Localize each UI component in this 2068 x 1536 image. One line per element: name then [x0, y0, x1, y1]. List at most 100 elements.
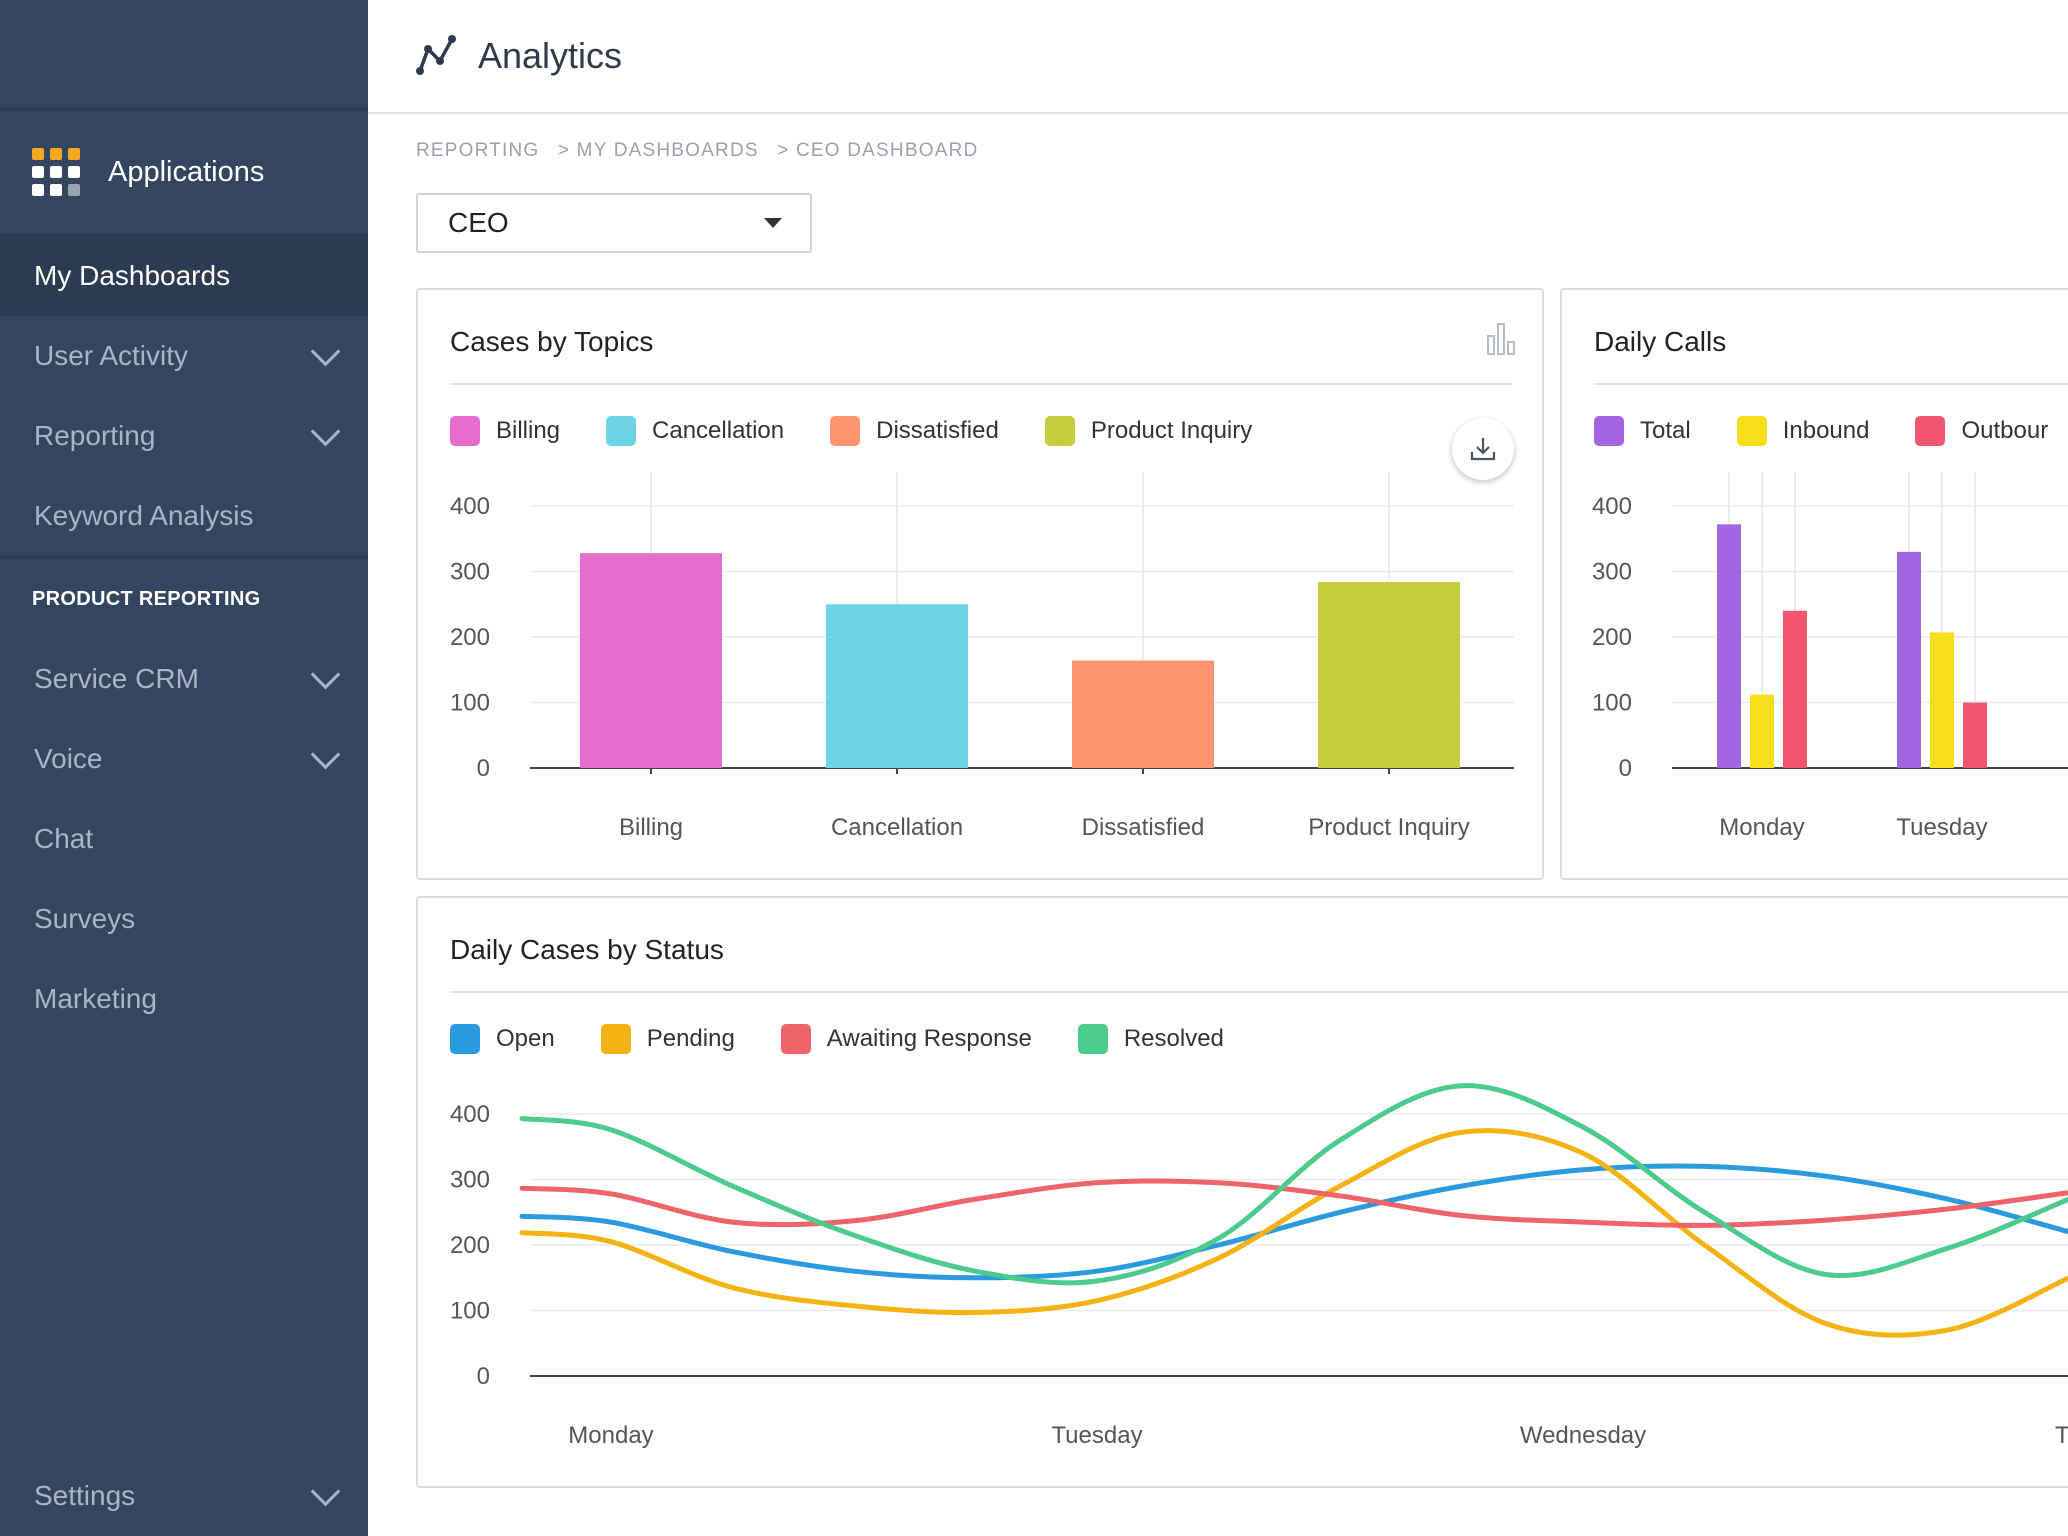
sidebar-item-chat[interactable]: Chat — [0, 799, 368, 879]
apps-grid-dot — [50, 148, 62, 160]
sidebar-settings-wrapper: Settings — [0, 1456, 368, 1536]
card-title: Cases by Topics — [450, 326, 654, 357]
legend-item-pending[interactable]: Pending — [600, 1024, 735, 1054]
legend-swatch — [606, 416, 637, 446]
analytics-logo-icon — [416, 35, 456, 75]
applications-label: Applications — [108, 155, 265, 188]
bar-total-monday[interactable] — [1717, 524, 1741, 768]
y-tick-label: 0 — [1619, 755, 1632, 782]
sidebar-item-service-crm[interactable]: Service CRM — [0, 639, 368, 719]
sidebar-item-user-activity[interactable]: User Activity — [0, 316, 368, 396]
app-header: Analytics — [368, 0, 2068, 114]
bar-outbound-monday[interactable] — [1783, 610, 1807, 768]
legend-label: Total — [1640, 417, 1691, 444]
card-divider — [450, 991, 2068, 993]
sidebar-item-settings[interactable]: Settings — [0, 1456, 368, 1536]
legend-item-total[interactable]: Total — [1594, 416, 1691, 446]
bar-dissatisfied[interactable] — [1072, 660, 1214, 768]
bar-cancellation[interactable] — [826, 604, 968, 768]
card-title: Daily Cases by Status — [450, 934, 724, 965]
legend-swatch — [450, 416, 480, 446]
legend-label: Open — [496, 1025, 555, 1052]
legend-swatch — [1736, 416, 1767, 446]
sidebar-item-label: Reporting — [34, 420, 156, 451]
apps-grid-dot — [50, 166, 62, 178]
series-line-resolved[interactable] — [519, 1083, 2068, 1286]
legend-item-product-inquiry[interactable]: Product Inquiry — [1044, 416, 1252, 446]
bar-product-inquiry[interactable] — [1318, 581, 1460, 768]
cases-by-topics-chart: 0 100 200 300 400 Billing Cancellation Dissatis… — [450, 472, 1514, 841]
bar-chart-icon[interactable] — [1486, 322, 1516, 356]
sidebar-item-my-dashboards[interactable]: My Dashboards — [0, 236, 368, 316]
sidebar-item-reporting[interactable]: Reporting — [0, 396, 368, 476]
sidebar-item-label: User Activity — [34, 340, 189, 371]
sidebar-item-marketing[interactable]: Marketing — [0, 959, 368, 1039]
y-tick-label: 200 — [450, 624, 490, 651]
sidebar: Applications My Dashboards User Activity R… — [0, 0, 368, 1536]
series-line-pending[interactable] — [519, 1128, 2068, 1338]
daily-cases-by-status-chart: 0 100 200 300 400 Monday Tuesday Wednesday Th — [450, 1083, 2068, 1449]
legend-item-open[interactable]: Open — [450, 1024, 555, 1054]
download-button[interactable] — [1452, 418, 1514, 480]
page-title: Analytics — [478, 35, 623, 76]
y-tick-label: 400 — [450, 493, 490, 520]
card-title: Daily Calls — [1594, 326, 1727, 357]
legend-item-inbound[interactable]: Inbound — [1736, 416, 1870, 446]
x-tick-label: Product Inquiry — [1308, 814, 1469, 841]
x-tick-label: Dissatisfied — [1082, 814, 1205, 841]
bar-total-tuesday[interactable] — [1897, 551, 1921, 768]
x-tick-label: Wednesday — [1520, 1422, 1646, 1449]
legend-item-awaiting-response[interactable]: Awaiting Response — [780, 1024, 1032, 1054]
legend-label: Resolved — [1123, 1025, 1224, 1052]
apps-grid-icon — [32, 148, 80, 196]
sidebar-item-keyword-analysis[interactable]: Keyword Analysis — [0, 476, 368, 556]
cases-by-topics-card: Cases by Topics Billing Cancellation Dissa… — [416, 288, 1544, 880]
legend-swatch — [450, 1024, 480, 1054]
series-line-open[interactable] — [519, 1163, 2068, 1281]
legend-item-dissatisfied[interactable]: Dissatisfied — [830, 416, 999, 446]
y-tick-label: 200 — [1592, 624, 1632, 651]
x-tick-label: Tuesday — [1896, 814, 1987, 841]
breadcrumb-ceo-dashboard: > CEO DASHBOARD — [777, 140, 979, 161]
apps-grid-dot — [32, 184, 44, 196]
apps-grid-dot — [32, 148, 44, 160]
dashboard-select[interactable]: CEO — [416, 193, 812, 253]
y-tick-label: 100 — [450, 1298, 490, 1325]
apps-grid-dot — [50, 184, 62, 196]
sidebar-item-label: Surveys — [34, 903, 136, 934]
x-tick-label: Billing — [619, 814, 683, 841]
applications-menu[interactable]: Applications — [0, 111, 368, 236]
chart-legend: Total Inbound Outbour — [1594, 416, 2068, 446]
bar-inbound-monday[interactable] — [1750, 694, 1774, 768]
breadcrumb: REPORTING > MY DASHBOARDS > CEO DASHBOAR… — [416, 140, 990, 162]
series-line-awaiting-response[interactable] — [519, 1178, 2068, 1228]
bar-inbound-tuesday[interactable] — [1930, 632, 1954, 768]
sidebar-item-voice[interactable]: Voice — [0, 719, 368, 799]
x-tick-label: Monday — [568, 1422, 653, 1449]
daily-calls-chart: 0 100 200 300 400 Monday Tuesday — [1592, 472, 2068, 841]
breadcrumb-reporting[interactable]: REPORTING — [416, 140, 540, 161]
bar-outbound-tuesday[interactable] — [1963, 702, 1987, 769]
chevron-down-icon — [310, 659, 341, 689]
legend-item-cancellation[interactable]: Cancellation — [606, 416, 784, 446]
bar-billing[interactable] — [580, 553, 722, 768]
y-tick-label: 100 — [450, 690, 490, 717]
legend-label: Outbour — [1961, 417, 2049, 444]
legend-item-outbound[interactable]: Outbour — [1915, 416, 2048, 446]
legend-label: Inbound — [1782, 417, 1870, 444]
chart-legend: Billing Cancellation Dissatisfied Product I… — [450, 416, 1298, 446]
legend-item-resolved[interactable]: Resolved — [1077, 1024, 1224, 1054]
legend-swatch — [1915, 416, 1946, 446]
sidebar-item-surveys[interactable]: Surveys — [0, 879, 368, 959]
y-tick-label: 400 — [1592, 493, 1632, 520]
apps-grid-dot — [68, 184, 80, 196]
legend-swatch — [1044, 416, 1075, 446]
sidebar-item-label: Keyword Analysis — [34, 500, 254, 531]
chevron-down-icon — [310, 739, 341, 769]
sidebar-top — [0, 0, 368, 111]
sidebar-nav: My Dashboards User Activity Reporting Keywo… — [0, 236, 368, 556]
legend-item-billing[interactable]: Billing — [450, 416, 560, 446]
y-tick-label: 100 — [1592, 690, 1632, 717]
breadcrumb-my-dashboards[interactable]: > MY DASHBOARDS — [557, 140, 759, 161]
sidebar-item-label: Marketing — [34, 983, 157, 1014]
